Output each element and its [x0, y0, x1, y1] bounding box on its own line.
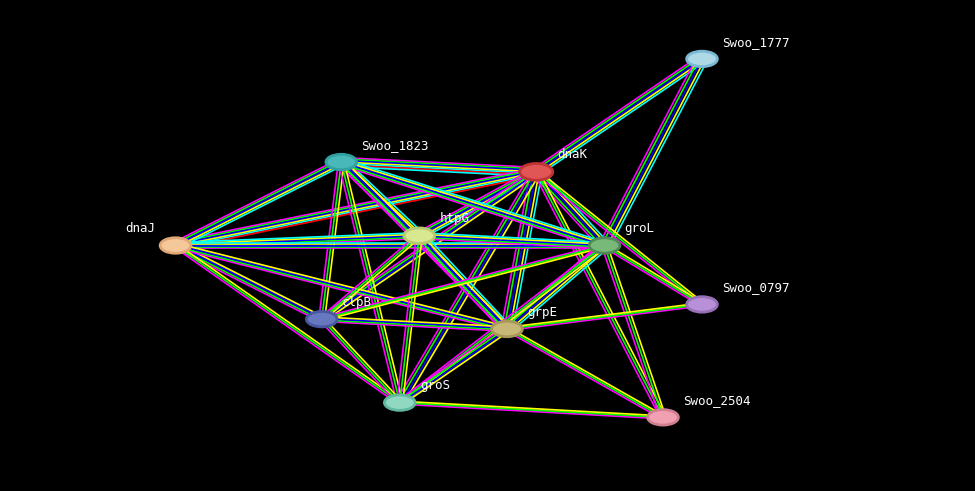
Text: Swoo_1823: Swoo_1823 [362, 139, 429, 152]
Circle shape [404, 228, 435, 244]
Text: htpG: htpG [440, 213, 470, 225]
Circle shape [520, 164, 553, 180]
Text: Swoo_1777: Swoo_1777 [722, 36, 790, 49]
Circle shape [491, 321, 523, 337]
Text: dnaK: dnaK [558, 148, 588, 161]
Circle shape [160, 238, 191, 253]
Circle shape [384, 395, 415, 410]
Circle shape [647, 409, 679, 425]
Text: Swoo_2504: Swoo_2504 [683, 394, 751, 407]
Text: clpB: clpB [342, 296, 372, 309]
Text: groS: groS [420, 380, 450, 392]
Text: Swoo_0797: Swoo_0797 [722, 281, 790, 294]
Circle shape [686, 297, 718, 312]
Circle shape [589, 238, 620, 253]
Circle shape [306, 311, 337, 327]
Circle shape [686, 51, 718, 67]
Circle shape [326, 154, 357, 170]
Text: groL: groL [625, 222, 655, 235]
Text: dnaJ: dnaJ [125, 222, 155, 235]
Text: grpE: grpE [527, 306, 558, 319]
